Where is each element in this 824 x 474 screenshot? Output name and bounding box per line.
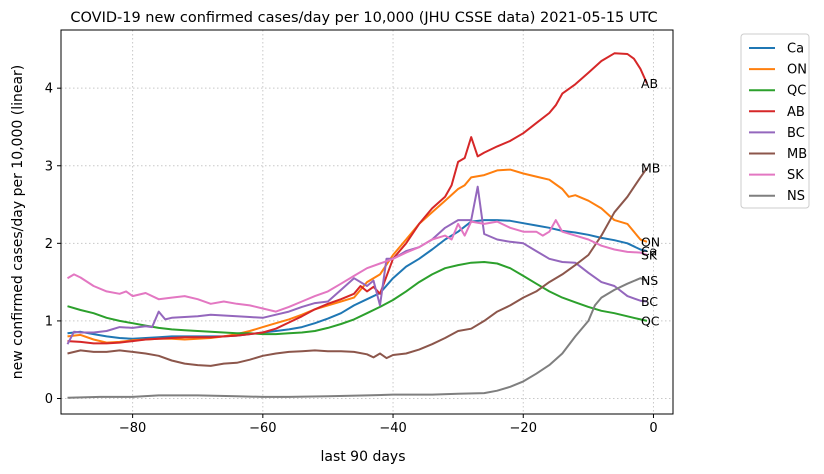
series-line-bc xyxy=(66,185,648,345)
series-line-mb xyxy=(67,167,648,367)
series-end-label-ns: NS xyxy=(641,273,658,288)
y-tick-label: 1 xyxy=(45,314,53,329)
legend-label-mb: MB xyxy=(787,147,807,162)
legend-label-bc: BC xyxy=(787,126,805,141)
legend-label-ns: NS xyxy=(787,189,805,204)
legend-frame xyxy=(740,33,810,209)
series-line-on xyxy=(67,168,648,344)
legend: Ca ON QC AB BC MB SK NS xyxy=(740,33,810,209)
series-lines xyxy=(66,52,648,399)
y-tick-label: 0 xyxy=(45,392,53,407)
chart-title: COVID-19 new confirmed cases/day per 10,… xyxy=(70,10,657,26)
x-tick-label: −20 xyxy=(510,421,537,436)
y-tick-label: 4 xyxy=(45,82,53,97)
x-axis-ticks: −80 −60 −40 −20 0 xyxy=(119,414,658,436)
series-end-label-ab: AB xyxy=(641,76,658,91)
series-end-label-ca: Ca xyxy=(641,244,657,259)
series-end-label-mb: MB xyxy=(641,161,660,176)
y-tick-label: 2 xyxy=(45,237,53,252)
plot-frame xyxy=(60,29,674,415)
x-tick-label: −40 xyxy=(379,421,406,436)
legend-label-sk: SK xyxy=(787,168,804,183)
series-line-ns xyxy=(67,277,648,399)
y-axis-label: new confirmed cases/day per 10,000 (line… xyxy=(10,65,26,380)
series-line-sk xyxy=(66,219,648,313)
series-end-label-qc: QC xyxy=(641,313,660,328)
y-tick-label: 3 xyxy=(45,159,53,174)
legend-label-ab: AB xyxy=(787,105,805,120)
series-end-label-bc: BC xyxy=(641,294,658,309)
series-line-ca xyxy=(67,219,648,340)
y-axis-ticks: 0 1 2 3 4 xyxy=(45,82,61,407)
grid xyxy=(61,30,673,414)
series-end-label-sk: SK xyxy=(641,247,658,262)
x-axis-label: last 90 days xyxy=(320,449,405,465)
legend-label-qc: QC xyxy=(787,84,806,99)
legend-label-ca: Ca xyxy=(787,42,804,57)
x-tick-label: −80 xyxy=(119,421,146,436)
x-tick-label: −60 xyxy=(249,421,276,436)
x-tick-label: 0 xyxy=(649,421,657,436)
legend-label-on: ON xyxy=(787,63,807,78)
series-line-qc xyxy=(67,261,648,336)
series-end-label-on: ON xyxy=(641,234,660,249)
series-line-ab xyxy=(67,52,648,345)
